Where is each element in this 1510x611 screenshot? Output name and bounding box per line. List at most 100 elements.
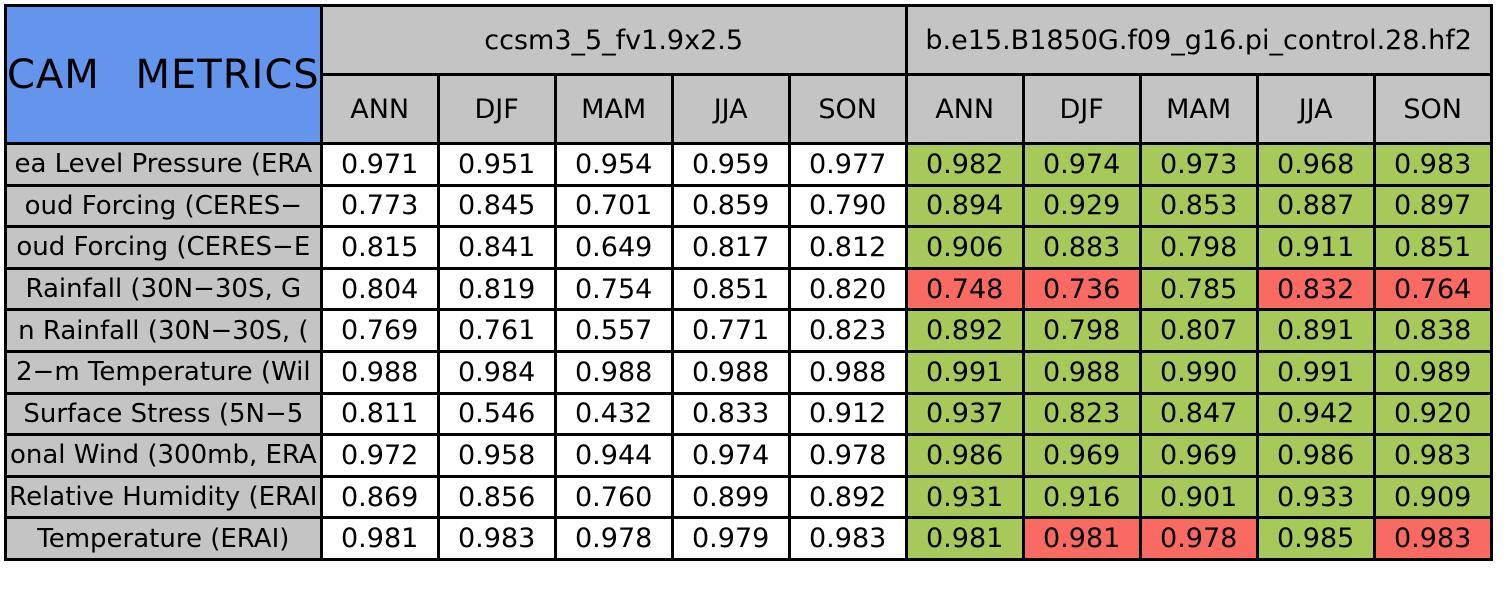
metric-value-model1: 0.978 [553,516,674,561]
metric-value-model1: 0.979 [670,516,791,561]
row-label: Surface Stress (5N−5 [4,391,323,437]
metric-value-model1: 0.859 [670,183,791,229]
metric-value-model2: 0.736 [1021,266,1142,312]
metric-value-model2: 0.983 [1372,516,1493,561]
metric-value-model2: 0.785 [1138,266,1259,312]
metric-value-model1: 0.820 [787,266,908,312]
table-row: Relative Humidity (ERAI 0.869 0.856 0.760 0.… [4,474,1493,520]
metric-value-model2: 0.853 [1138,183,1259,229]
metric-value-model2: 0.897 [1372,183,1493,229]
metric-value-model1: 0.984 [436,349,557,395]
metric-value-model1: 0.981 [319,516,440,561]
row-label: Relative Humidity (ERAI [4,474,323,520]
metric-value-model2: 0.991 [1255,349,1376,395]
season-header-m2-ann: ANN [904,73,1025,145]
season-header-m1-ann: ANN [319,73,440,145]
season-header-m1-son: SON [787,73,908,145]
metric-value-model1: 0.951 [436,142,557,187]
metric-value-model1: 0.958 [436,433,557,478]
metric-value-model1: 0.557 [553,308,674,353]
row-label: onal Wind (300mb, ERA [4,433,323,478]
row-label: oud Forcing (CERES−E [4,225,323,270]
metric-value-model1: 0.771 [670,308,791,353]
metric-value-model1: 0.804 [319,266,440,312]
metric-value-model1: 0.912 [787,391,908,437]
metric-value-model1: 0.432 [553,391,674,437]
metric-value-model2: 0.981 [1021,516,1142,561]
metric-value-model1: 0.977 [787,142,908,187]
metric-value-model2: 0.931 [904,474,1025,520]
metric-value-model1: 0.899 [670,474,791,520]
season-header-m2-son: SON [1372,73,1493,145]
metric-value-model2: 0.838 [1372,308,1493,353]
metric-value-model2: 0.969 [1021,433,1142,478]
metric-value-model2: 0.798 [1138,225,1259,270]
table-row: oud Forcing (CERES− 0.773 0.845 0.701 0.859 0… [4,183,1493,229]
metric-value-model1: 0.754 [553,266,674,312]
metric-value-model1: 0.983 [787,516,908,561]
season-header-m2-jja: JJA [1255,73,1376,145]
model-header-row: CAM METRICS ccsm3_5_fv1.9x2.5 b.e15.B185… [4,4,1493,145]
metric-value-model2: 0.983 [1372,142,1493,187]
metric-value-model2: 0.920 [1372,391,1493,437]
metric-value-model1: 0.761 [436,308,557,353]
metric-value-model2: 0.933 [1255,474,1376,520]
season-header-m1-jja: JJA [670,73,791,145]
metric-value-model2: 0.985 [1255,516,1376,561]
metric-value-model1: 0.978 [787,433,908,478]
metric-value-model2: 0.937 [904,391,1025,437]
metric-value-model2: 0.883 [1021,225,1142,270]
row-label: oud Forcing (CERES− [4,183,323,229]
metric-value-model1: 0.701 [553,183,674,229]
table-row: n Rainfall (30N−30S, (0.769 0.761 0.557 0.7… [4,308,1493,353]
metric-value-model2: 0.847 [1138,391,1259,437]
metric-value-model2: 0.978 [1138,516,1259,561]
season-header-m1-djf: DJF [436,73,557,145]
metric-value-model1: 0.819 [436,266,557,312]
season-header-m2-mam: MAM [1138,73,1259,145]
metric-value-model2: 0.748 [904,266,1025,312]
metric-value-model2: 0.892 [904,308,1025,353]
metric-value-model2: 0.990 [1138,349,1259,395]
row-label: 2−m Temperature (Wil [4,349,323,395]
metric-value-model1: 0.851 [670,266,791,312]
metric-value-model2: 0.832 [1255,266,1376,312]
metric-value-model2: 0.973 [1138,142,1259,187]
metric-value-model2: 0.911 [1255,225,1376,270]
metric-value-model2: 0.887 [1255,183,1376,229]
metric-value-model1: 0.944 [553,433,674,478]
metric-value-model2: 0.942 [1255,391,1376,437]
metric-value-model1: 0.760 [553,474,674,520]
metric-value-model2: 0.929 [1021,183,1142,229]
metric-value-model1: 0.769 [319,308,440,353]
metric-value-model1: 0.817 [670,225,791,270]
metric-value-model2: 0.901 [1138,474,1259,520]
metric-value-model2: 0.969 [1138,433,1259,478]
metric-value-model1: 0.974 [670,433,791,478]
model1-name-header: ccsm3_5_fv1.9x2.5 [319,4,908,76]
metric-value-model2: 0.986 [1255,433,1376,478]
metric-value-model2: 0.906 [904,225,1025,270]
metric-value-model2: 0.991 [904,349,1025,395]
metric-value-model1: 0.988 [553,349,674,395]
metric-value-model2: 0.989 [1372,349,1493,395]
metric-value-model1: 0.649 [553,225,674,270]
table-row: Rainfall (30N−30S, G 0.804 0.819 0.754 0.851… [4,266,1493,312]
metric-value-model2: 0.823 [1021,391,1142,437]
metric-value-model2: 0.807 [1138,308,1259,353]
metric-value-model2: 0.891 [1255,308,1376,353]
metric-value-model1: 0.971 [319,142,440,187]
row-label: ea Level Pressure (ERA [4,142,323,187]
table-row: oud Forcing (CERES−E 0.815 0.841 0.649 0.817… [4,225,1493,270]
season-header-row: ANN DJF MAM JJA SON ANN DJF MAM JJA SON [6,73,1493,145]
metric-value-model1: 0.833 [670,391,791,437]
metric-value-model1: 0.972 [319,433,440,478]
metric-value-model2: 0.851 [1372,225,1493,270]
metric-value-model1: 0.954 [553,142,674,187]
table-row: Surface Stress (5N−5 0.811 0.546 0.432 0.833… [4,391,1493,437]
table-title: CAM METRICS [4,4,323,145]
metric-value-model2: 0.968 [1255,142,1376,187]
metric-value-model1: 0.988 [319,349,440,395]
table-row: ea Level Pressure (ERA 0.971 0.951 0.954 0.9… [4,142,1493,187]
